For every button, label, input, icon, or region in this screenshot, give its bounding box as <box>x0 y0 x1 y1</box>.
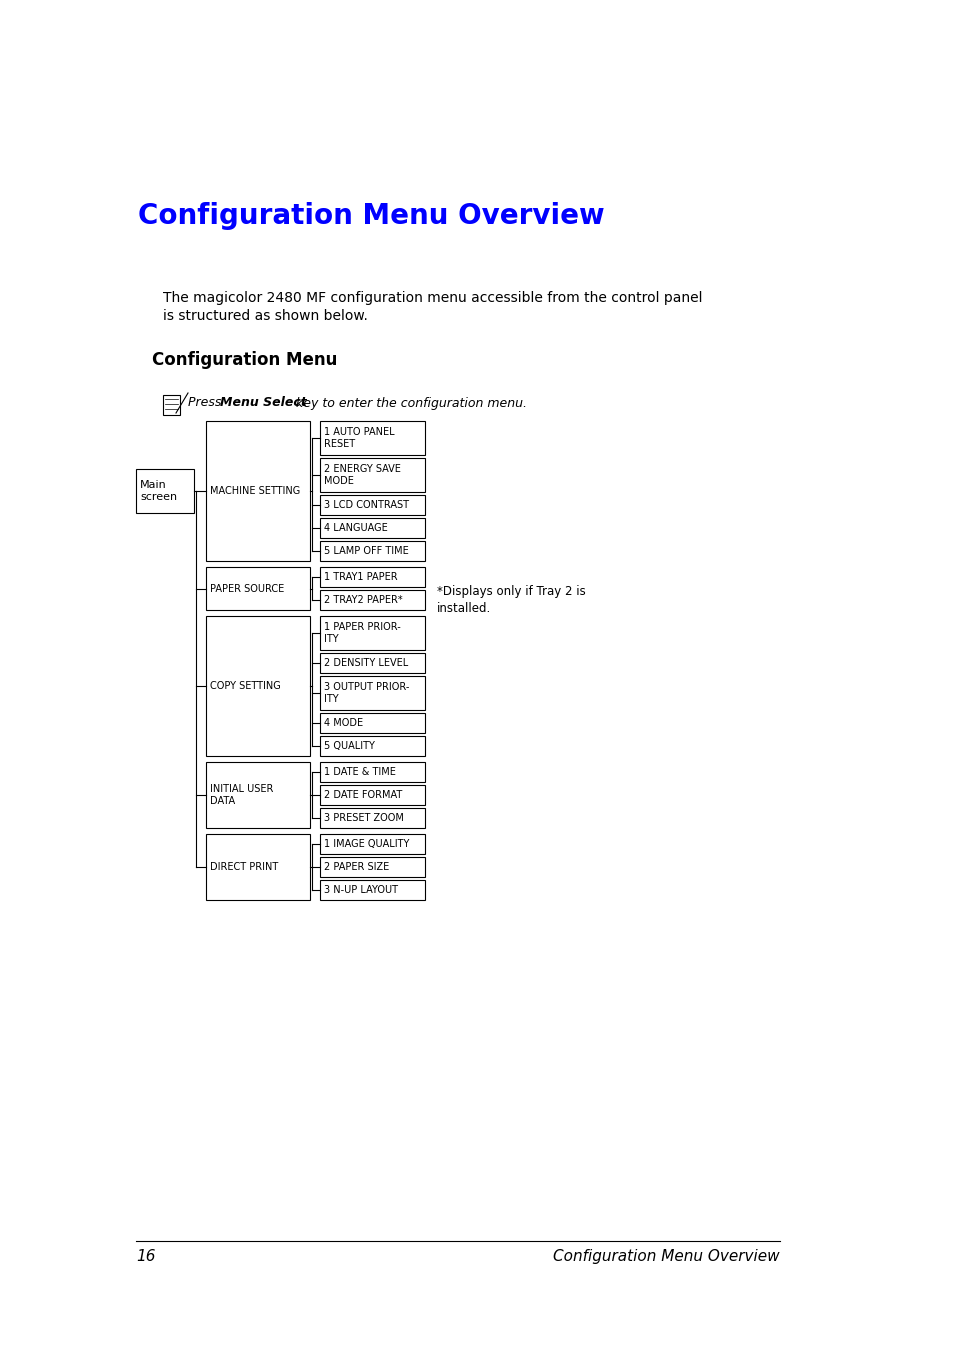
Text: 2 ENERGY SAVE
MODE: 2 ENERGY SAVE MODE <box>324 465 400 485</box>
Text: 5 QUALITY: 5 QUALITY <box>324 740 375 751</box>
Text: 3 OUTPUT PRIOR-
ITY: 3 OUTPUT PRIOR- ITY <box>324 682 409 704</box>
Text: 3 N-UP LAYOUT: 3 N-UP LAYOUT <box>324 885 397 894</box>
FancyBboxPatch shape <box>319 808 424 828</box>
FancyBboxPatch shape <box>206 422 310 561</box>
FancyBboxPatch shape <box>206 834 310 900</box>
FancyBboxPatch shape <box>206 616 310 757</box>
Text: 16: 16 <box>136 1250 155 1265</box>
Text: *Displays only if Tray 2 is
installed.: *Displays only if Tray 2 is installed. <box>436 585 585 615</box>
FancyBboxPatch shape <box>319 567 424 586</box>
Text: 1 DATE & TIME: 1 DATE & TIME <box>324 767 395 777</box>
FancyBboxPatch shape <box>319 494 424 515</box>
Text: 1 IMAGE QUALITY: 1 IMAGE QUALITY <box>324 839 409 848</box>
FancyBboxPatch shape <box>319 540 424 561</box>
FancyBboxPatch shape <box>319 616 424 650</box>
FancyBboxPatch shape <box>163 394 180 415</box>
FancyBboxPatch shape <box>319 736 424 757</box>
Text: Press: Press <box>188 396 225 409</box>
FancyBboxPatch shape <box>319 676 424 711</box>
FancyBboxPatch shape <box>319 422 424 455</box>
Text: Main
screen: Main screen <box>140 481 177 501</box>
FancyBboxPatch shape <box>319 590 424 611</box>
Text: 1 AUTO PANEL
RESET: 1 AUTO PANEL RESET <box>324 427 395 449</box>
FancyBboxPatch shape <box>319 834 424 854</box>
FancyBboxPatch shape <box>136 469 193 513</box>
FancyBboxPatch shape <box>319 762 424 782</box>
FancyBboxPatch shape <box>319 458 424 492</box>
Text: PAPER SOURCE: PAPER SOURCE <box>210 584 284 593</box>
Text: 4 LANGUAGE: 4 LANGUAGE <box>324 523 387 534</box>
Text: 4 MODE: 4 MODE <box>324 717 363 728</box>
Text: Configuration Menu: Configuration Menu <box>152 351 337 369</box>
FancyBboxPatch shape <box>319 713 424 734</box>
Text: 2 DATE FORMAT: 2 DATE FORMAT <box>324 790 402 800</box>
Text: Configuration Menu Overview: Configuration Menu Overview <box>553 1250 780 1265</box>
Text: 3 PRESET ZOOM: 3 PRESET ZOOM <box>324 813 403 823</box>
Text: 3 LCD CONTRAST: 3 LCD CONTRAST <box>324 500 409 509</box>
Text: 5 LAMP OFF TIME: 5 LAMP OFF TIME <box>324 546 408 557</box>
Text: 2 PAPER SIZE: 2 PAPER SIZE <box>324 862 389 871</box>
Text: COPY SETTING: COPY SETTING <box>210 681 280 690</box>
FancyBboxPatch shape <box>319 880 424 900</box>
Text: 1 TRAY1 PAPER: 1 TRAY1 PAPER <box>324 571 397 582</box>
Text: Configuration Menu Overview: Configuration Menu Overview <box>138 203 604 230</box>
FancyBboxPatch shape <box>319 857 424 877</box>
Text: INITIAL USER
DATA: INITIAL USER DATA <box>210 785 274 805</box>
Text: MACHINE SETTING: MACHINE SETTING <box>210 486 300 496</box>
Text: Menu Select: Menu Select <box>220 396 307 409</box>
Text: 2 TRAY2 PAPER*: 2 TRAY2 PAPER* <box>324 594 402 605</box>
Text: DIRECT PRINT: DIRECT PRINT <box>210 862 278 871</box>
FancyBboxPatch shape <box>319 653 424 673</box>
Text: 2 DENSITY LEVEL: 2 DENSITY LEVEL <box>324 658 408 667</box>
Text: key to enter the configuration menu.: key to enter the configuration menu. <box>292 396 526 409</box>
FancyBboxPatch shape <box>319 517 424 538</box>
FancyBboxPatch shape <box>206 762 310 828</box>
FancyBboxPatch shape <box>319 785 424 805</box>
Text: The magicolor 2480 MF configuration menu accessible from the control panel
is st: The magicolor 2480 MF configuration menu… <box>163 290 701 323</box>
Text: 1 PAPER PRIOR-
ITY: 1 PAPER PRIOR- ITY <box>324 623 400 643</box>
FancyBboxPatch shape <box>206 567 310 611</box>
